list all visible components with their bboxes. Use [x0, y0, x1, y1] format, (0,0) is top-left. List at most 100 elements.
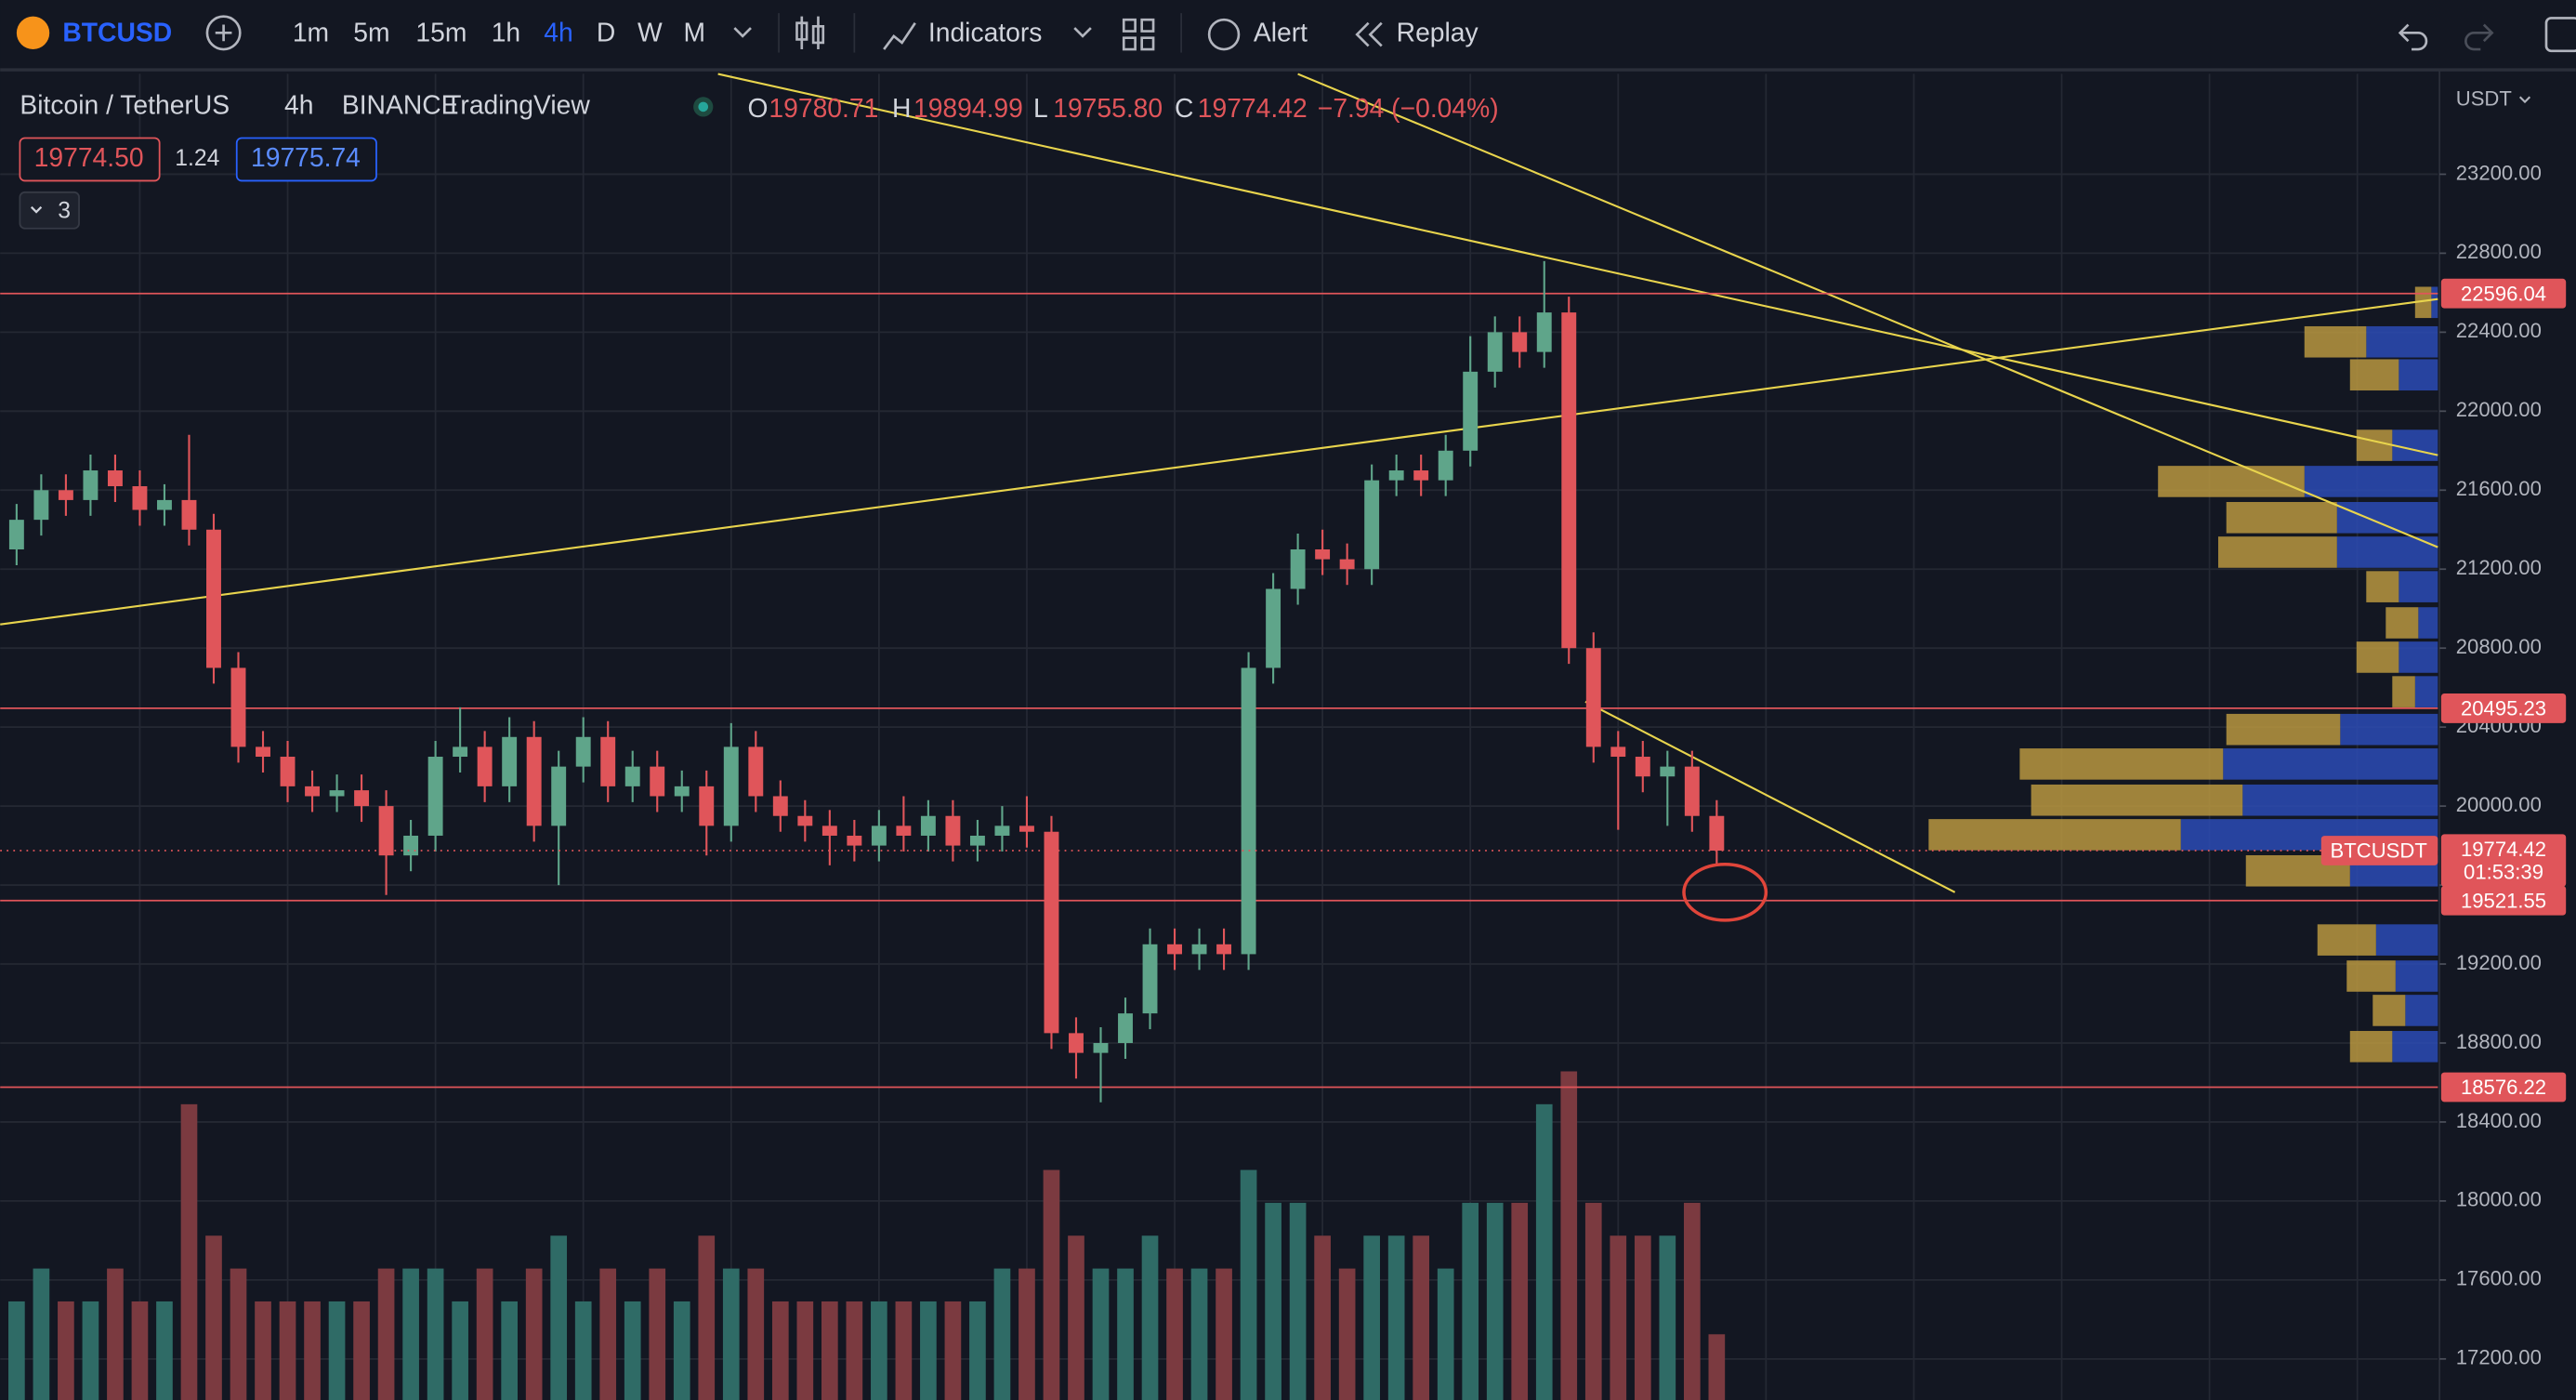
- timeframe[interactable]: 1h: [492, 18, 520, 47]
- chart-type-icon[interactable]: [795, 16, 825, 50]
- volume-bar: [1216, 1268, 1232, 1400]
- volume-bar: [501, 1301, 518, 1400]
- candle-body: [723, 746, 739, 826]
- candle-body: [206, 529, 221, 668]
- profile-buy: [2385, 607, 2419, 639]
- volume-bar: [550, 1235, 568, 1400]
- candle-body: [427, 757, 443, 836]
- volume-bar: [452, 1301, 468, 1400]
- alert-icon[interactable]: [1207, 18, 1241, 51]
- candle-body: [157, 499, 172, 510]
- y-tick-label: 20800.00: [2456, 635, 2542, 658]
- volume-bar: [1190, 1268, 1208, 1400]
- volume-bar: [156, 1301, 173, 1400]
- candle-body: [1142, 944, 1158, 1014]
- candle-body: [403, 835, 419, 856]
- timeframe[interactable]: 1m: [293, 18, 329, 47]
- layout-icon[interactable]: [1122, 18, 1155, 51]
- legend-source: TradingView: [445, 89, 590, 119]
- toolbar: [0, 0, 2576, 70]
- indicators-toggle[interactable]: [19, 191, 80, 230]
- candle-body: [600, 736, 616, 786]
- timeframe[interactable]: M: [684, 18, 706, 47]
- volume-bar: [1387, 1235, 1405, 1400]
- candle-body: [1388, 470, 1404, 481]
- ohlc-value: 19894.99: [913, 93, 1023, 123]
- ask[interactable]: 19775.74: [251, 142, 361, 172]
- candle-body: [83, 470, 99, 500]
- volume-bar: [1314, 1235, 1331, 1400]
- profile-buy: [2019, 748, 2224, 780]
- candle-body: [748, 746, 764, 797]
- candle-body: [1487, 332, 1503, 372]
- candle-body: [58, 490, 73, 500]
- replay-icon[interactable]: [1355, 21, 1383, 47]
- symbol[interactable]: BTCUSD: [62, 18, 172, 47]
- legend-exchange: BINANCE: [342, 89, 459, 119]
- candle-body: [256, 746, 270, 758]
- timeframe-active[interactable]: 4h: [544, 18, 572, 47]
- volume-bar: [1141, 1235, 1159, 1400]
- y-tick-label: 22000.00: [2456, 398, 2542, 421]
- candle-body: [650, 766, 665, 797]
- bid[interactable]: 19774.50: [34, 142, 144, 172]
- level-label: 22596.04: [2461, 282, 2546, 305]
- profile-buy: [1928, 819, 2181, 851]
- timeframe[interactable]: W: [637, 18, 663, 47]
- timeframe[interactable]: 5m: [353, 18, 389, 47]
- bid-box[interactable]: [19, 137, 161, 182]
- volume-bar: [1584, 1202, 1602, 1400]
- candle-body: [33, 490, 49, 521]
- volume-bar: [649, 1268, 666, 1400]
- candle-body: [1266, 588, 1281, 668]
- profile-buy: [2304, 325, 2367, 358]
- candle-body: [107, 470, 123, 487]
- undo[interactable]: [2398, 23, 2428, 51]
- indicators-icon[interactable]: [883, 22, 916, 50]
- volume-bar: [599, 1268, 617, 1400]
- profile-sell: [2392, 429, 2438, 461]
- ohlc-value: 19774.42: [1198, 93, 1308, 123]
- candle-body: [1315, 548, 1331, 560]
- last-price-label: 19774.42: [2461, 838, 2546, 861]
- y-tick-label: 21600.00: [2456, 477, 2542, 500]
- alert-button[interactable]: Alert: [1254, 18, 1308, 47]
- timeframe[interactable]: 15m: [415, 18, 467, 47]
- volume-bar: [476, 1268, 493, 1400]
- candle-body: [1241, 667, 1256, 955]
- redo[interactable]: [2464, 23, 2494, 51]
- candle-body: [1339, 559, 1355, 570]
- candle-body: [354, 790, 370, 807]
- indicator-count[interactable]: 3: [58, 199, 71, 224]
- profile-sell: [2395, 960, 2438, 992]
- volume-bar: [1019, 1268, 1035, 1400]
- profile-sell: [2223, 748, 2438, 780]
- chevron[interactable]: [1073, 27, 1092, 38]
- profile-sell: [2418, 607, 2438, 639]
- profile-buy: [2356, 429, 2393, 461]
- symbol-icon[interactable]: [16, 16, 50, 50]
- candle-body: [821, 825, 837, 836]
- profile-buy: [2031, 784, 2243, 816]
- candle-body: [181, 499, 197, 530]
- timeframe[interactable]: D: [597, 18, 615, 47]
- candle-body: [477, 746, 493, 786]
- currency[interactable]: USDT: [2456, 87, 2512, 111]
- candle-body: [896, 825, 912, 836]
- indicators-button[interactable]: Indicators: [928, 18, 1043, 47]
- candle-body: [502, 736, 518, 786]
- candle-body: [1413, 470, 1429, 481]
- volume-bar: [846, 1301, 863, 1400]
- candle-body: [1118, 1013, 1133, 1043]
- volume-bar: [1338, 1268, 1356, 1400]
- candle-body: [1709, 815, 1725, 852]
- volume-bar: [796, 1301, 814, 1400]
- candle-body: [1191, 944, 1207, 955]
- candle-body: [847, 835, 862, 846]
- ask-box[interactable]: [235, 137, 377, 182]
- candle-body: [8, 520, 24, 549]
- panel-toggle[interactable]: [2544, 17, 2576, 53]
- add-symbol[interactable]: [205, 15, 242, 51]
- chevron[interactable]: [733, 27, 752, 38]
- replay-button[interactable]: Replay: [1397, 18, 1479, 47]
